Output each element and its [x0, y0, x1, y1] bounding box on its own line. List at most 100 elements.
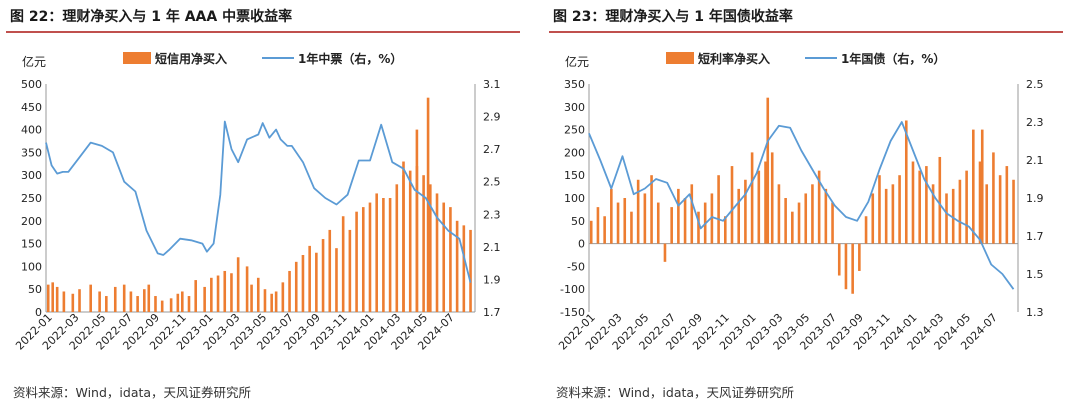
bar — [851, 243, 854, 294]
bar — [274, 291, 278, 312]
bar — [972, 129, 975, 244]
title-rule — [6, 31, 520, 33]
bar — [717, 175, 720, 244]
left-axis-unit: 亿元 — [565, 54, 589, 69]
title-rule — [549, 31, 1063, 33]
y-tick-label: 50 — [28, 283, 42, 296]
bar — [348, 229, 352, 312]
bar — [223, 270, 227, 312]
bar — [750, 152, 754, 244]
y-tick-label: 0 — [578, 238, 585, 251]
bar — [270, 293, 273, 312]
bar — [308, 245, 311, 312]
bar — [891, 184, 895, 244]
bar — [797, 202, 801, 244]
bar — [169, 298, 173, 312]
bar — [375, 193, 378, 312]
y2-tick-label: 1.7 — [1026, 230, 1044, 243]
bar — [355, 211, 358, 312]
bar — [925, 166, 928, 244]
legend-bar-label: 短利率净买入 — [698, 51, 770, 66]
bar — [938, 156, 942, 244]
y-tick-label: 150 — [564, 169, 585, 182]
bar — [1012, 179, 1015, 244]
legend-line-label: 1年国债（右，%） — [841, 51, 945, 66]
bar — [837, 243, 841, 276]
bar — [462, 225, 466, 312]
bar — [690, 184, 694, 244]
bar — [636, 179, 640, 244]
bar — [160, 300, 164, 312]
bar — [844, 243, 848, 290]
legend-line-label: 1年中票（右，%） — [298, 51, 402, 66]
bar — [804, 193, 808, 244]
bar — [757, 170, 761, 244]
bar — [630, 211, 633, 244]
bar — [122, 284, 126, 312]
legend-bar-swatch — [123, 52, 151, 64]
bar — [958, 179, 962, 244]
bar — [382, 198, 385, 312]
bar — [388, 198, 392, 312]
y2-tick-label: 1.5 — [1026, 268, 1044, 281]
bar — [737, 188, 741, 244]
bar — [831, 202, 834, 244]
bar — [871, 193, 875, 244]
bar — [945, 193, 948, 244]
bar — [858, 243, 861, 271]
bar — [998, 175, 1002, 244]
bar — [455, 220, 459, 312]
y-tick-label: 250 — [564, 124, 585, 137]
bar — [402, 161, 405, 312]
y2-tick-label: 1.3 — [1026, 306, 1044, 319]
legend-bar-swatch — [666, 52, 694, 64]
bar — [210, 277, 213, 312]
bar — [129, 291, 133, 312]
bar — [623, 198, 627, 244]
bar — [904, 120, 908, 244]
bar — [62, 291, 66, 312]
bar — [335, 248, 338, 312]
source-note: 资料来源：Wind，idata，天风证券研究所 — [556, 385, 795, 400]
bar — [216, 275, 220, 312]
y2-tick-label: 2.5 — [1026, 78, 1044, 91]
bar — [408, 170, 412, 312]
bar — [136, 296, 139, 312]
y2-tick-label: 2.3 — [1026, 116, 1044, 129]
figure-23-panel: 图 23：理财净买入与 1 年国债收益率 短利率净买入 1年国债（右，%） 亿元 -1… — [543, 0, 1073, 372]
bar — [744, 179, 747, 244]
bar — [730, 166, 734, 244]
y-tick-label: -100 — [560, 283, 585, 296]
y-tick-label: 100 — [21, 260, 42, 273]
y-tick-label: 0 — [35, 306, 42, 319]
bar — [71, 293, 75, 312]
bar — [824, 188, 828, 244]
bar — [469, 229, 472, 312]
y-tick-label: 200 — [21, 215, 42, 228]
bar — [723, 216, 727, 244]
series-line — [588, 121, 1015, 290]
bar — [596, 207, 600, 244]
y-tick-label: 150 — [21, 238, 42, 251]
bar — [980, 129, 984, 244]
bar — [194, 280, 198, 312]
source-note: 资料来源：Wind，idata，天风证券研究所 — [13, 385, 252, 400]
bar — [1005, 166, 1009, 244]
bar — [650, 175, 653, 244]
y2-tick-label: 2.1 — [1026, 154, 1044, 167]
bar — [415, 129, 419, 312]
bar — [176, 293, 180, 312]
y2-tick-label: 2.3 — [483, 208, 501, 221]
bar — [187, 296, 191, 312]
bar — [46, 284, 50, 312]
y-tick-label: 350 — [564, 78, 585, 91]
bar — [429, 184, 432, 312]
bar — [589, 220, 593, 244]
y-tick-label: 250 — [21, 192, 42, 205]
bar — [395, 184, 399, 312]
bar — [341, 216, 345, 312]
bar — [978, 161, 982, 244]
bar — [89, 284, 92, 312]
bar — [154, 296, 157, 312]
left-axis-unit: 亿元 — [22, 54, 46, 69]
